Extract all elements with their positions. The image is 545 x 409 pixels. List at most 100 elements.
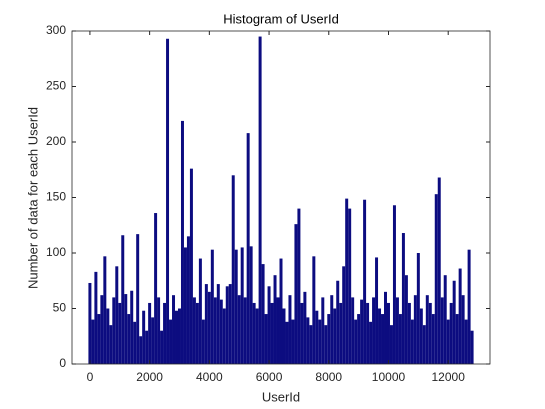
bar <box>401 233 405 364</box>
x-tick-label: 10000 <box>372 370 406 384</box>
bar <box>163 302 167 364</box>
y-tick-label: 100 <box>46 245 66 259</box>
bar <box>446 319 450 364</box>
bar <box>145 330 149 364</box>
bar <box>237 295 241 364</box>
bar <box>431 314 435 364</box>
bar <box>324 325 328 364</box>
bar <box>160 330 164 364</box>
bar <box>336 280 340 364</box>
bar <box>151 317 155 364</box>
bar <box>136 234 140 364</box>
bar <box>94 271 98 364</box>
bar <box>189 168 193 364</box>
bar <box>386 302 390 364</box>
bar <box>339 302 343 364</box>
bar <box>130 290 134 364</box>
bar <box>195 302 199 364</box>
bar <box>177 308 181 364</box>
y-tick-label: 200 <box>46 134 66 148</box>
bar <box>306 317 310 364</box>
bar <box>192 297 196 364</box>
bar <box>458 268 462 364</box>
x-axis-label: UserId <box>262 389 300 404</box>
y-tick-label: 0 <box>59 356 66 370</box>
x-tick-label: 6000 <box>256 370 283 384</box>
bar <box>175 310 178 364</box>
bar <box>464 319 468 364</box>
bar <box>407 302 411 364</box>
bar <box>261 264 265 364</box>
bar <box>148 302 152 364</box>
bar <box>225 286 229 364</box>
bar <box>180 120 184 364</box>
bar <box>264 314 268 364</box>
bar <box>288 295 292 364</box>
bar <box>234 249 238 364</box>
bar <box>157 297 161 364</box>
bar <box>443 275 447 364</box>
bar <box>231 175 235 364</box>
bar <box>348 208 352 364</box>
bar <box>103 256 107 364</box>
bar <box>285 321 289 364</box>
bar <box>276 297 280 364</box>
bar <box>342 266 346 364</box>
bar <box>330 295 334 364</box>
bar <box>303 291 307 364</box>
bar <box>425 295 429 364</box>
bar <box>186 236 190 364</box>
bar <box>366 302 370 364</box>
bar <box>198 258 202 364</box>
x-tick-label: 4000 <box>196 370 223 384</box>
y-tick-label: 300 <box>46 23 66 37</box>
bar <box>309 325 313 364</box>
bar <box>109 325 113 364</box>
bar <box>404 275 408 364</box>
bar <box>434 194 438 364</box>
bar <box>267 286 271 364</box>
bar <box>333 308 337 364</box>
y-tick-label: 150 <box>46 190 66 204</box>
bar <box>97 314 101 364</box>
bar <box>461 295 465 364</box>
bar <box>375 257 379 364</box>
bar <box>398 314 402 364</box>
bar <box>249 246 253 364</box>
x-tick-label: 12000 <box>432 370 466 384</box>
bar <box>139 336 143 364</box>
bar <box>243 297 247 364</box>
bar <box>121 235 125 364</box>
bar <box>345 198 349 364</box>
bar <box>127 314 131 364</box>
bar <box>291 319 295 364</box>
bar <box>115 266 119 364</box>
x-tick-label: 0 <box>87 370 94 384</box>
bar <box>279 258 283 364</box>
bar <box>318 319 322 364</box>
y-tick-label: 50 <box>53 301 67 315</box>
bar <box>378 308 382 364</box>
bar <box>112 297 116 364</box>
bar <box>467 249 471 364</box>
x-tick-label: 2000 <box>136 370 163 384</box>
bar <box>142 310 146 364</box>
bar <box>312 256 316 364</box>
bar <box>363 199 367 364</box>
bar <box>392 205 396 364</box>
bar <box>440 297 444 364</box>
bar <box>297 208 301 364</box>
bar <box>351 297 355 364</box>
bar <box>169 319 173 364</box>
bar <box>428 302 432 364</box>
bar <box>258 36 262 365</box>
bar <box>207 291 211 364</box>
bar <box>91 319 95 364</box>
bar <box>133 321 137 364</box>
bar <box>106 308 110 364</box>
bar <box>183 247 187 364</box>
bar <box>210 249 214 364</box>
bar <box>154 213 158 364</box>
bar <box>100 295 104 364</box>
bar <box>381 314 385 364</box>
